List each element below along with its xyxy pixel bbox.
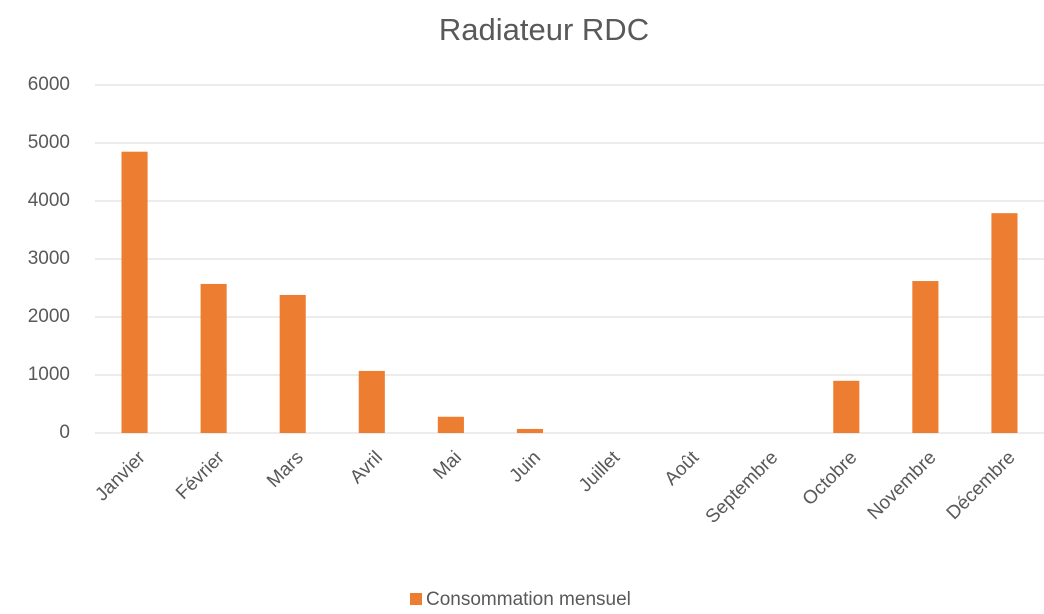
x-tick-label: Novembre: [864, 447, 941, 524]
y-tick-label: 3000: [28, 248, 70, 269]
bar: [833, 380, 860, 433]
x-tick-label: Juin: [506, 447, 545, 486]
x-tick-label: Septembre: [702, 447, 783, 528]
bar: [358, 370, 385, 433]
x-tick-label: Avril: [346, 447, 387, 488]
y-tick-label: 0: [59, 422, 70, 443]
x-tick-label: Décembre: [943, 447, 1020, 524]
x-tick-label: Mai: [429, 447, 466, 484]
x-tick-label: Octobre: [799, 447, 862, 510]
legend-label: Consommation mensuel: [426, 589, 631, 610]
bar: [912, 281, 939, 433]
y-tick-label: 4000: [28, 190, 70, 211]
bar: [121, 151, 148, 433]
bar: [516, 428, 544, 433]
y-tick-label: 2000: [28, 306, 70, 327]
y-tick-label: 6000: [28, 74, 70, 95]
x-tick-label: Juillet: [575, 447, 625, 497]
bar: [991, 213, 1018, 433]
bar: [437, 416, 464, 433]
x-tick-label: Mars: [263, 447, 308, 492]
x-tick-label: Janvier: [91, 447, 150, 506]
bar: [200, 283, 227, 433]
legend-swatch: [410, 593, 422, 605]
bar: [279, 294, 306, 433]
x-tick-label: Août: [661, 447, 704, 490]
y-tick-label: 1000: [28, 364, 70, 385]
x-tick-label: Février: [172, 447, 229, 504]
y-tick-label: 5000: [28, 132, 70, 153]
chart-title: Radiateur RDC: [439, 12, 649, 47]
